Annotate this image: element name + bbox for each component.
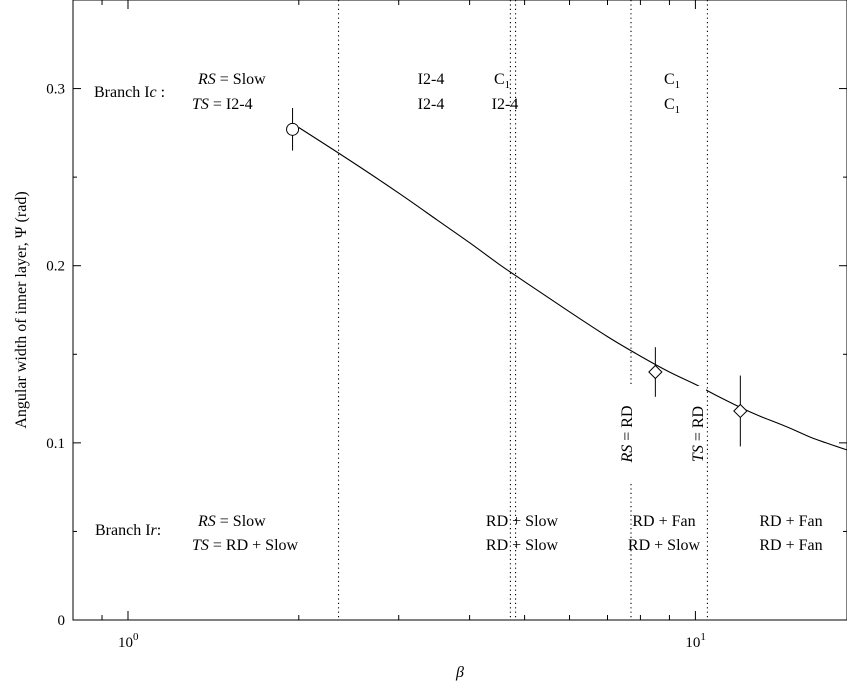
y-tick-label-1: 0.1 (46, 436, 65, 452)
y-axis-label: Angular width of inner layer, Ψ (rad) (13, 191, 30, 428)
y-tick-label-2: 0.2 (46, 259, 65, 275)
branch-ir-rs: RS = Slow (197, 513, 266, 530)
region-2-rs-label: I2-4 (418, 71, 445, 88)
region-3-rs-label: C1 (494, 71, 510, 91)
ts-rd-label: TS = RD (690, 406, 707, 462)
region-3-ts-label: I2-4 (492, 96, 519, 113)
y-tick-label-0: 0 (58, 613, 66, 629)
ts-rd-label-group: TS = RD (688, 386, 707, 482)
curve-layer (298, 127, 847, 451)
branch-ic-ts: TS = I2-4 (192, 96, 253, 113)
x-axis-label: β (455, 664, 464, 681)
axis-ticks: 0 0.1 0.2 0.3 100 101 (46, 0, 847, 651)
region-4-ir-rs: RD + Fan (632, 513, 695, 530)
x-tick-label-0: 100 (118, 631, 139, 651)
y-tick-label-3: 0.3 (46, 82, 65, 98)
plot-frame (72, 0, 847, 621)
data-point-diamond-2 (648, 364, 663, 380)
branch-ir-label: Branch Ir: (95, 522, 161, 539)
region-5-ir-ts: RD + Fan (759, 537, 822, 554)
data-points (286, 108, 748, 447)
region-3-ir-ts: RD + Slow (486, 537, 559, 554)
branch-ir-ts: TS = RD + Slow (192, 537, 299, 554)
region-4-ts-label: C1 (664, 96, 680, 116)
region-4-ir-ts: RD + Slow (628, 537, 701, 554)
region-4-rs-label: C1 (664, 71, 680, 91)
y-axis-title: Angular width of inner layer, Ψ (rad) (13, 191, 30, 428)
branch-ic-rs: RS = Slow (197, 71, 266, 88)
data-point-circle-1 (286, 122, 300, 136)
data-point-diamond-3 (733, 403, 748, 419)
rs-rd-label-group: RS = RD (617, 386, 636, 482)
region-2-ts-label: I2-4 (418, 96, 445, 113)
rs-rd-label: RS = RD (619, 405, 636, 463)
x-tick-label-1: 101 (685, 631, 706, 651)
region-5-ir-rs: RD + Fan (759, 513, 822, 530)
branch-ic-label: Branch Ic : (94, 84, 165, 101)
region-3-ir-rs: RD + Slow (486, 513, 559, 530)
fit-curve (298, 127, 847, 451)
